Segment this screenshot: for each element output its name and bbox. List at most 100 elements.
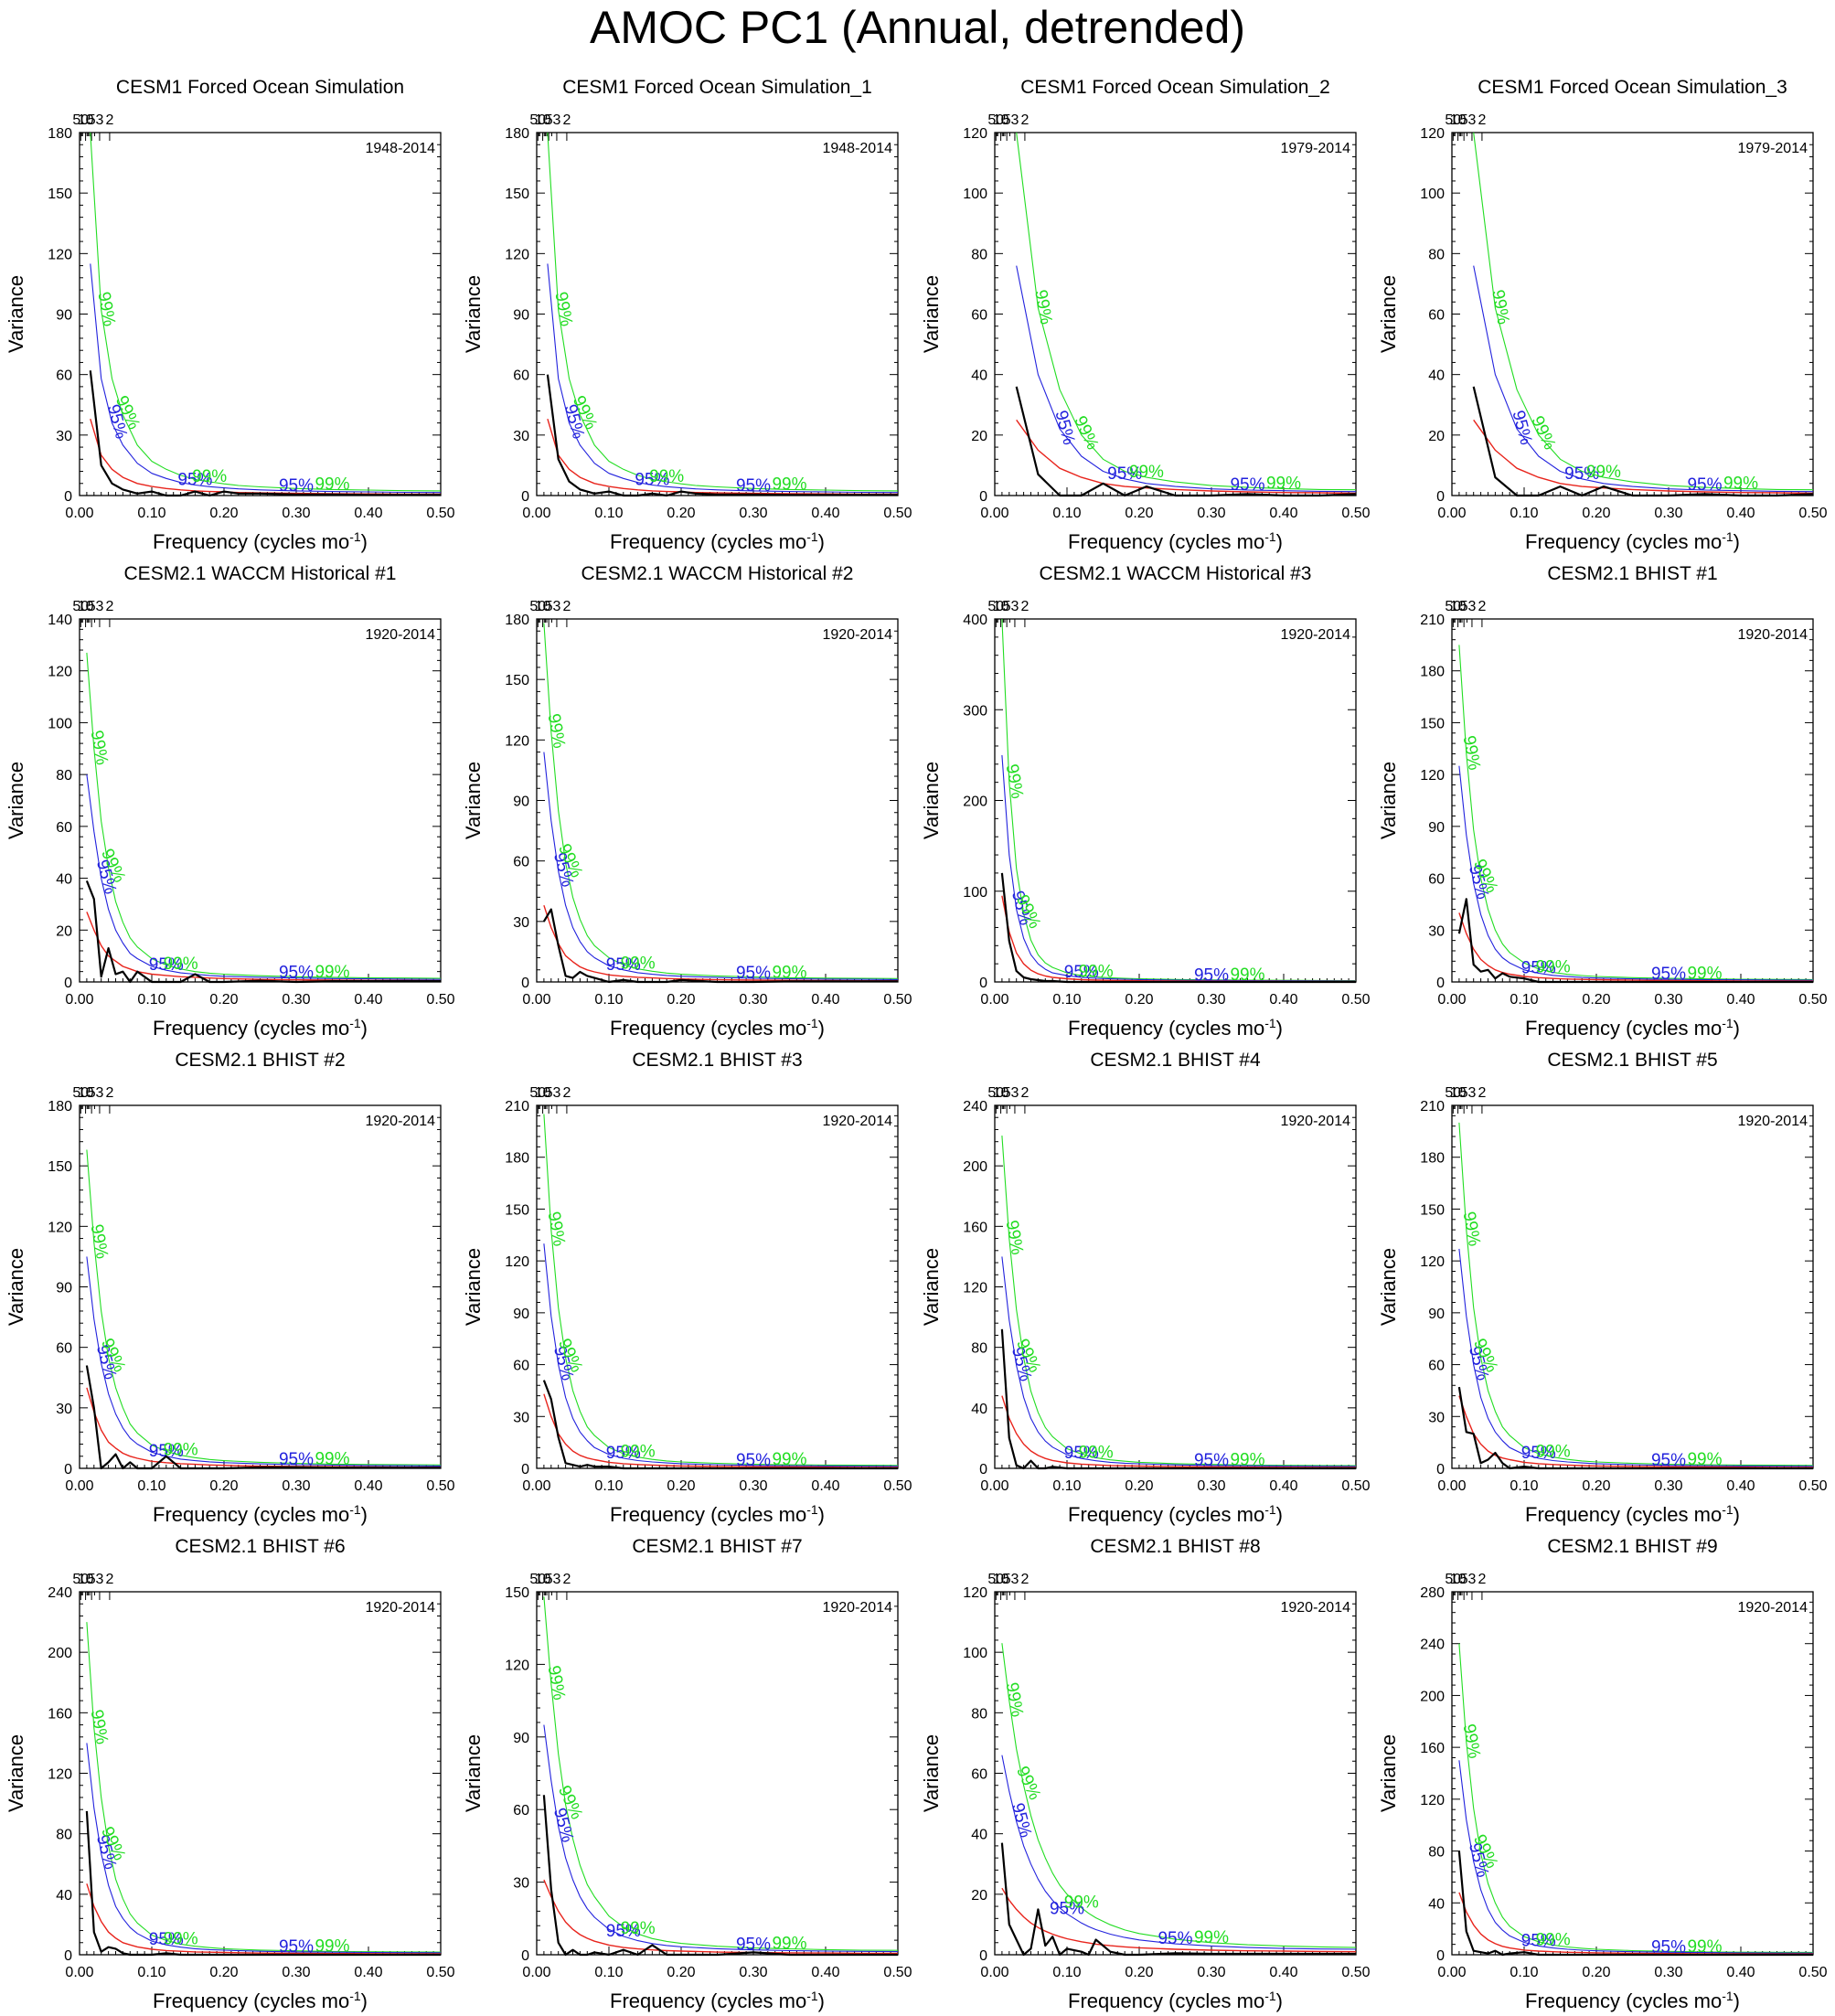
period-tick-label: 3 <box>1467 112 1476 128</box>
plot-frame <box>994 618 1357 983</box>
ci95-label: 95% <box>606 955 641 975</box>
period-tick-label: 2 <box>1020 1572 1029 1587</box>
x-tick-label: 0.30 <box>1654 992 1682 1008</box>
spectrum-curve <box>1457 898 1813 984</box>
spectrum-curve <box>85 880 441 984</box>
period-tick-label: 5 <box>545 1085 553 1101</box>
spectrum-panel: CESM2.1 BHIST #9 1920-2014 0.00 0.10 0.20 0.3… <box>1377 1536 1828 2012</box>
y-tick-label: 20 <box>1428 429 1445 444</box>
x-tick-label: 0.50 <box>426 506 454 521</box>
y-tick-label: 20 <box>56 923 72 939</box>
x-tick-label: 0.20 <box>667 992 695 1008</box>
period-tick-label: 5 <box>88 112 96 128</box>
y-tick-label: 40 <box>971 1828 987 1843</box>
ci95-curve <box>1001 754 1357 982</box>
ci95-label: 95% <box>279 1450 314 1469</box>
x-tick-label: 0.10 <box>1052 1478 1081 1494</box>
y-axis-label: Variance <box>1377 275 1400 353</box>
x-tick-label: 0.50 <box>1341 506 1370 521</box>
y-tick-label: 80 <box>56 768 72 784</box>
ci99-label: 99% <box>1459 1723 1484 1760</box>
ci95-curve <box>1458 765 1814 981</box>
y-tick-label: 40 <box>1428 368 1445 384</box>
period-tick-label: 2 <box>562 599 571 614</box>
x-tick-label: 0.10 <box>594 1965 623 1980</box>
y-axis-label: Variance <box>1377 1734 1400 1812</box>
period-tick-label: 10 <box>1450 1085 1467 1101</box>
y-tick-label: 30 <box>1428 923 1445 939</box>
x-axis-label: Frequency (cycles mo-1) <box>1525 1502 1740 1526</box>
x-axis-label: Frequency (cycles mo-1) <box>153 1989 368 2012</box>
ci99-curve <box>86 1622 442 1953</box>
panel-title: CESM1 Forced Ocean Simulation_2 <box>1020 77 1330 98</box>
red-noise-curve <box>1016 419 1357 495</box>
panel-title: CESM1 Forced Ocean Simulation_3 <box>1478 77 1787 98</box>
x-tick-label: 0.30 <box>282 1478 310 1494</box>
period-tick-label: 50 <box>529 112 546 128</box>
ci99-label: 99% <box>315 1936 349 1956</box>
x-tick-label: 0.20 <box>1582 1478 1610 1494</box>
red-noise-curve <box>86 1883 441 1955</box>
x-tick-label: 0.40 <box>1726 992 1755 1008</box>
period-label: 1920-2014 <box>1737 1600 1808 1616</box>
plot-frame <box>536 618 899 983</box>
x-tick-label: 0.00 <box>1437 992 1466 1008</box>
period-tick-label: 3 <box>552 1085 560 1101</box>
ci99-label: 99% <box>550 291 575 328</box>
y-tick-label: 90 <box>513 308 529 324</box>
ci99-label: 99% <box>164 1929 198 1948</box>
plot-frame <box>536 132 899 496</box>
x-tick-label: 0.30 <box>1654 506 1682 521</box>
ci99-label: 99% <box>1687 1450 1722 1469</box>
period-tick-label: 10 <box>993 1572 1009 1587</box>
y-axis-label: Variance <box>920 1248 943 1326</box>
x-tick-label: 0.50 <box>1798 992 1827 1008</box>
ci95-label: 95% <box>279 476 314 496</box>
ci99-curve <box>1473 132 1814 491</box>
spectrum-curve <box>85 1365 441 1470</box>
y-tick-label: 160 <box>1420 1741 1445 1756</box>
ci99-label: 99% <box>621 955 656 974</box>
x-tick-label: 0.20 <box>209 1965 238 1980</box>
period-tick-label: 3 <box>552 599 560 614</box>
y-tick-label: 210 <box>1420 613 1445 628</box>
spectrum-panel: CESM2.1 WACCM Historical #1 1920-2014 0.00… <box>5 563 455 1040</box>
spectrum-panel: CESM1 Forced Ocean Simulation_1 1948-2014… <box>462 77 912 553</box>
period-tick-label: 10 <box>78 599 94 614</box>
ci99-label: 99% <box>544 1211 569 1248</box>
ci95-label: 95% <box>1651 965 1686 984</box>
y-tick-label: 150 <box>505 1585 529 1601</box>
period-label: 1920-2014 <box>365 1600 435 1616</box>
x-axis-label: Frequency (cycles mo-1) <box>1525 1016 1740 1040</box>
red-noise-curve <box>543 1393 898 1468</box>
ci99-label: 99% <box>1687 1937 1722 1957</box>
panel-title: CESM2.1 WACCM Historical #2 <box>581 563 854 584</box>
ci95-curve <box>1458 1248 1814 1467</box>
period-tick-label: 10 <box>535 1572 551 1587</box>
period-tick-label: 50 <box>72 1085 89 1101</box>
y-tick-label: 0 <box>521 976 529 991</box>
ci99-label: 99% <box>1002 763 1027 800</box>
period-tick-label: 50 <box>529 599 546 614</box>
ci95-label: 95% <box>1230 475 1264 495</box>
plot-frame <box>79 618 442 983</box>
y-tick-label: 30 <box>56 429 72 444</box>
ci99-label: 99% <box>87 729 112 766</box>
y-axis-label: Variance <box>462 275 485 353</box>
period-label: 1920-2014 <box>365 1114 435 1129</box>
ci95-label: 95% <box>1564 464 1599 484</box>
ci95-label: 95% <box>1521 1444 1556 1463</box>
ci99-label: 99% <box>772 1450 806 1469</box>
x-tick-label: 0.10 <box>137 1965 165 1980</box>
y-tick-label: 120 <box>1420 1793 1445 1808</box>
ci95-curve <box>86 1743 442 1954</box>
y-tick-label: 240 <box>963 1099 987 1115</box>
y-tick-label: 60 <box>513 855 529 870</box>
period-label: 1920-2014 <box>1737 1114 1808 1129</box>
spectrum-panel: CESM2.1 BHIST #3 1920-2014 0.00 0.10 0.20 0.3… <box>462 1050 912 1526</box>
x-axis-label: Frequency (cycles mo-1) <box>153 529 368 553</box>
y-tick-label: 80 <box>971 247 987 262</box>
y-tick-label: 0 <box>64 1948 72 1964</box>
y-tick-label: 80 <box>1428 1845 1445 1861</box>
period-label: 1948-2014 <box>365 141 435 156</box>
